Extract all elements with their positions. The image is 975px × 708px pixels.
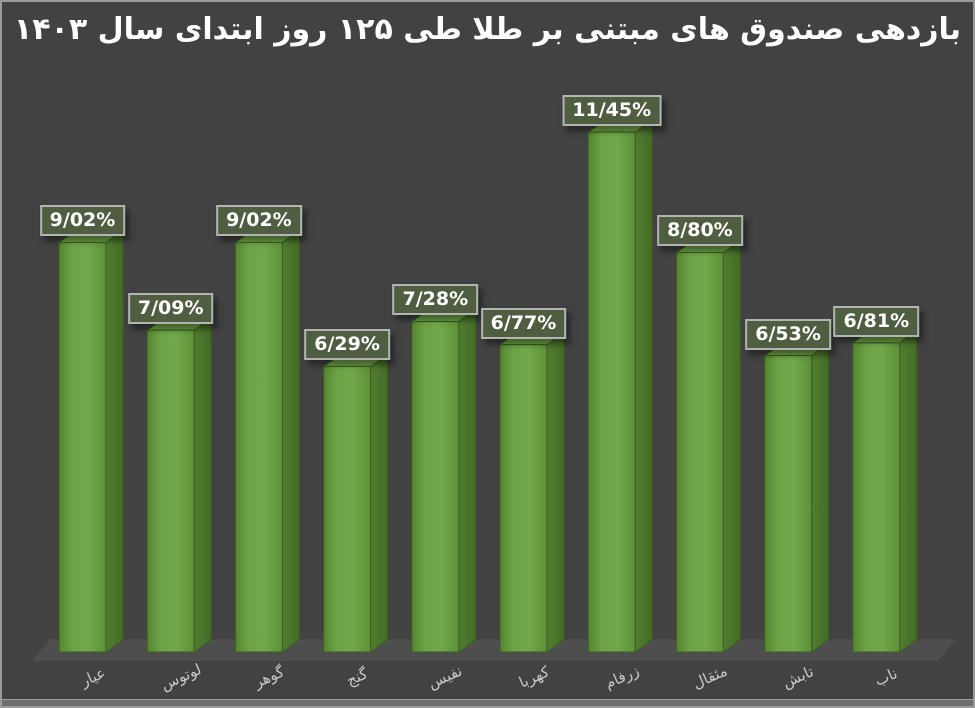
bar-value-label: 8/80% [657,215,743,247]
bar-side-face [546,331,565,653]
bar-front-face [852,342,901,653]
bar-side-face [281,229,300,653]
bar-group-9 [851,329,919,653]
bar-group-1 [145,317,213,653]
bar-group-2 [233,229,301,653]
bar-value-label: 9/02% [39,205,126,237]
bar-side-face [899,329,918,653]
bar-side-face [811,342,830,653]
bar-group-5 [498,331,566,653]
bar-front-face [764,355,813,653]
bar-value-label: 6/77% [480,307,567,339]
bar-group-7 [674,239,742,653]
bar-group-0 [57,229,125,653]
bar-side-face [634,119,653,653]
bar-side-face [105,229,124,653]
bar-value-label: 6/29% [304,329,390,361]
bar-side-face [370,353,389,653]
bar-group-4 [410,308,478,653]
bar-group-3 [322,353,390,653]
bar-value-label: 7/09% [127,293,214,325]
bar-group-6 [586,119,654,653]
bar-front-face [146,329,195,653]
chart-title: بازدهی صندوق های مبتنی بر طلا طی ۱۲۵ روز… [13,12,962,47]
bar-value-label: 6/81% [833,305,920,337]
bar-front-face [323,365,372,653]
bar-front-face [58,241,107,653]
bar-value-label: 7/28% [392,284,479,316]
bar-side-face [458,308,477,653]
bar-front-face [675,251,724,653]
bar-value-label: 6/53% [745,318,831,350]
bar-side-face [193,317,212,653]
bar-side-face [722,239,741,653]
bar-value-label: 11/45% [562,95,662,127]
bottom-strip [2,699,973,706]
bar-front-face [234,241,283,653]
bar-value-label: 9/02% [216,205,302,237]
bar-front-face [411,320,460,653]
bar-group-8 [763,342,831,653]
bar-front-face [587,131,636,653]
bar-front-face [499,344,548,653]
